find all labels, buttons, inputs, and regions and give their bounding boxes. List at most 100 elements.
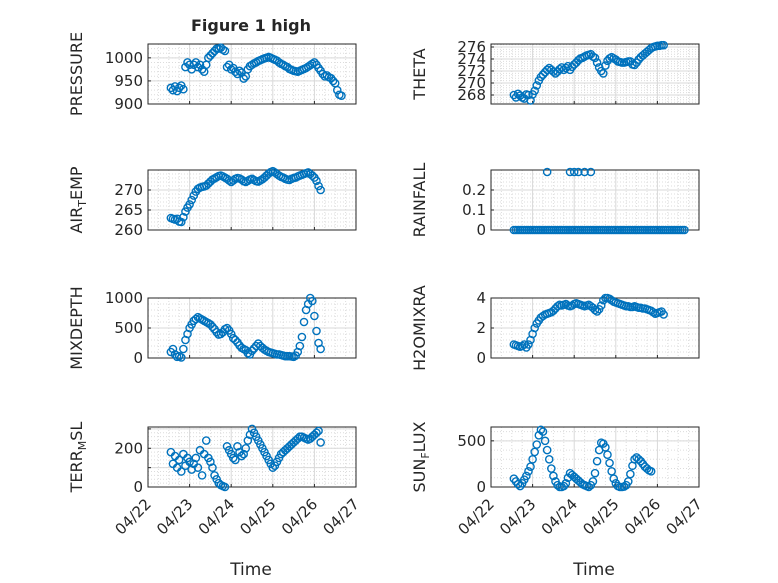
data-point (526, 462, 535, 471)
y-tick-label: 276 (457, 38, 486, 56)
data-point (312, 326, 321, 336)
data-point (590, 468, 600, 478)
data-point (189, 60, 199, 70)
axes-frame (490, 43, 700, 105)
data-point (659, 40, 668, 50)
data-point (584, 482, 594, 492)
data-point (590, 53, 600, 63)
data-point (176, 353, 186, 362)
data-point (312, 176, 321, 186)
data-point (299, 317, 309, 327)
data-point (212, 327, 221, 337)
data-point (295, 341, 305, 351)
data-point (316, 344, 325, 354)
data-point (179, 212, 188, 222)
y-tick-label: 0.2 (462, 181, 486, 199)
data-point (179, 84, 188, 94)
data-point (220, 482, 230, 492)
data-point (530, 447, 539, 457)
axes-h2omixra: 0 2 4 H2OMIXRA (410, 285, 700, 371)
data-point (513, 479, 523, 489)
axes-frame (147, 43, 357, 105)
data-point (586, 167, 596, 177)
data-point (233, 442, 242, 451)
data-point (607, 467, 616, 476)
data-point (226, 65, 236, 74)
data-point (528, 455, 537, 464)
data-point (328, 76, 338, 86)
y-tick-label: 200 (114, 439, 143, 457)
axes-frame (490, 297, 700, 359)
data-point (569, 167, 579, 177)
y-tick-label: 274 (457, 50, 486, 68)
axes-air-temp: 260 265 270 AIRTEMP (67, 166, 357, 239)
y-tick-label: 270 (114, 181, 143, 199)
data-point (530, 86, 539, 96)
data-point (314, 426, 323, 436)
data-point (231, 455, 240, 465)
data-point (619, 482, 629, 491)
data-point (231, 335, 240, 345)
data-point (542, 167, 552, 177)
data-point (310, 311, 319, 321)
y-tick-label: 1000 (105, 289, 143, 307)
data-point (648, 307, 658, 317)
data-point (547, 464, 556, 473)
y-tick-label: 0 (133, 349, 143, 367)
data-point (337, 91, 346, 100)
data-point (524, 90, 533, 100)
y-tick-label: 900 (114, 95, 143, 113)
data-point (312, 428, 321, 438)
data-point (601, 443, 610, 452)
y-axis-label: AIRTEMP (67, 166, 89, 233)
y-tick-label: 260 (114, 221, 143, 239)
y-axis-label: RAINFALL (410, 163, 429, 238)
data-point (201, 436, 211, 445)
data-point (626, 469, 635, 479)
data-point (605, 458, 614, 468)
y-tick-label: 0.1 (462, 201, 486, 219)
data-point (268, 463, 278, 472)
y-tick-label: 1000 (105, 49, 143, 67)
data-point (549, 471, 558, 481)
data-point (680, 225, 689, 235)
axes-frame (147, 426, 357, 488)
data-point (185, 200, 194, 209)
data-point (332, 85, 342, 95)
data-point (522, 471, 531, 481)
data-point (524, 467, 533, 476)
y-axis-label: PRESSURE (67, 32, 86, 116)
y-axis-label: THETA (410, 48, 429, 100)
data-point (176, 467, 186, 476)
data-point (574, 167, 583, 177)
data-point (243, 436, 253, 445)
data-point (208, 322, 217, 332)
data-point (231, 67, 240, 76)
data-point (592, 58, 602, 67)
data-point (239, 74, 248, 83)
data-point (293, 434, 303, 443)
data-point (561, 479, 571, 488)
y-tick-label: 268 (457, 86, 486, 104)
data-point (588, 477, 598, 486)
data-point (308, 171, 317, 180)
data-point (278, 60, 288, 70)
data-point (659, 310, 668, 319)
data-point (179, 344, 188, 354)
x-axis-label-right: Time (572, 560, 615, 580)
data-point (237, 451, 246, 461)
data-point (557, 63, 567, 72)
data-point (168, 344, 178, 354)
y-axis-label: H2OMIXRA (410, 285, 429, 371)
data-point (222, 62, 232, 72)
data-point (532, 440, 542, 449)
data-point (630, 60, 639, 70)
data-point (316, 438, 325, 447)
y-axis-label: SUNFLUX (410, 421, 432, 492)
y-tick-label: 272 (457, 62, 486, 80)
data-point (174, 83, 184, 93)
data-point (241, 443, 251, 453)
y-tick-label: 500 (457, 432, 486, 450)
